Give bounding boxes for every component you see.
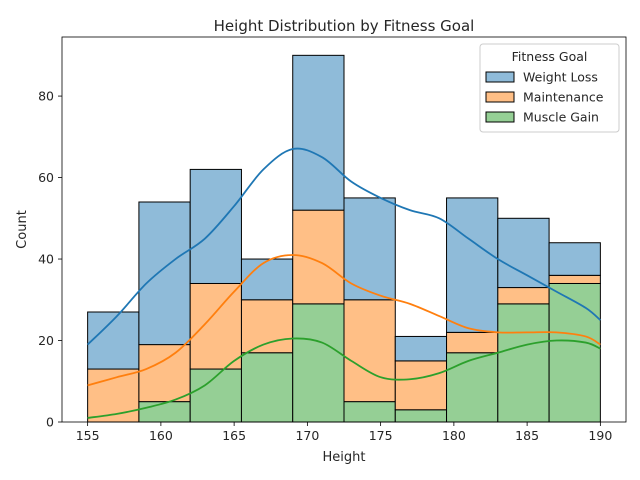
plot-frame xyxy=(61,36,627,423)
bar-muscle-gain-bin-7 xyxy=(446,352,499,423)
bar-weight-loss-bin-7 xyxy=(446,197,499,333)
legend-label-muscle-gain: Muscle Gain xyxy=(523,110,599,125)
bar-weight-loss-bin-0 xyxy=(87,311,140,370)
bar-weight-loss-bin-6 xyxy=(394,335,448,362)
bar-weight-loss-bin-8 xyxy=(497,217,550,289)
bar-maintenance-bin-9 xyxy=(548,274,601,284)
bar-maintenance-bin-3 xyxy=(240,299,294,354)
kde-curve-muscle-gain xyxy=(87,337,601,419)
bar-muscle-gain-bin-3 xyxy=(240,352,294,423)
x-tick-label: 155 xyxy=(76,428,100,443)
bar-muscle-gain-bin-1 xyxy=(138,401,191,423)
bar-maintenance-bin-2 xyxy=(189,282,242,370)
legend-frame xyxy=(479,43,620,133)
y-tick-label: 80 xyxy=(38,89,54,104)
legend-items: Weight Loss Maintenance Muscle Gain xyxy=(485,70,604,125)
bar-maintenance-bin-7 xyxy=(446,331,499,354)
kde-curves-layer xyxy=(87,147,601,419)
bar-muscle-gain-bin-5 xyxy=(343,401,396,423)
x-tick-label: 190 xyxy=(588,428,612,443)
bar-weight-loss-bin-1 xyxy=(138,201,191,346)
bars-layer xyxy=(87,54,601,423)
chart-title: Height Distribution by Fitness Goal xyxy=(214,17,475,35)
x-tick-label: 185 xyxy=(515,428,539,443)
legend: Fitness Goal Weight Loss Maintenance Muscl… xyxy=(479,43,620,133)
kde-curve-maintenance xyxy=(87,254,601,387)
kde-curve-weight-loss xyxy=(87,147,601,346)
y-tick-label: 60 xyxy=(38,170,54,185)
x-tick-label: 175 xyxy=(369,428,393,443)
bar-muscle-gain-bin-4 xyxy=(292,303,345,423)
y-axis-label: Count xyxy=(15,210,30,249)
bar-muscle-gain-bin-6 xyxy=(394,409,448,423)
x-tick-label: 180 xyxy=(442,428,466,443)
legend-label-weight-loss: Weight Loss xyxy=(523,70,598,85)
bar-muscle-gain-bin-9 xyxy=(548,282,601,423)
x-tick-label: 170 xyxy=(295,428,319,443)
legend-title: Fitness Goal xyxy=(512,49,588,64)
bar-muscle-gain-bin-8 xyxy=(497,303,550,423)
bar-maintenance-bin-8 xyxy=(497,287,550,305)
bar-weight-loss-bin-4 xyxy=(292,54,345,211)
bar-weight-loss-bin-9 xyxy=(548,242,601,276)
bar-weight-loss-bin-3 xyxy=(240,258,294,301)
legend-swatch-maintenance xyxy=(485,91,515,103)
bar-maintenance-bin-4 xyxy=(292,209,345,305)
y-tick-label: 20 xyxy=(38,333,54,348)
y-tick-label: 0 xyxy=(46,415,54,430)
legend-swatch-muscle-gain xyxy=(485,111,515,123)
legend-swatch-weight-loss xyxy=(485,71,515,83)
bar-maintenance-bin-6 xyxy=(394,360,448,411)
y-tick-label: 40 xyxy=(38,252,54,267)
x-tick-label: 160 xyxy=(149,428,173,443)
x-axis-ticks: 155 160 165 170 175 180 185 190 xyxy=(76,422,612,443)
x-tick-label: 165 xyxy=(222,428,246,443)
legend-label-maintenance: Maintenance xyxy=(523,90,604,105)
x-axis-label: Height xyxy=(323,450,366,465)
y-axis-ticks: 0 20 40 60 80 xyxy=(38,89,62,430)
bar-weight-loss-bin-5 xyxy=(343,197,396,301)
bar-maintenance-bin-5 xyxy=(343,299,396,403)
bar-maintenance-bin-1 xyxy=(138,344,191,403)
